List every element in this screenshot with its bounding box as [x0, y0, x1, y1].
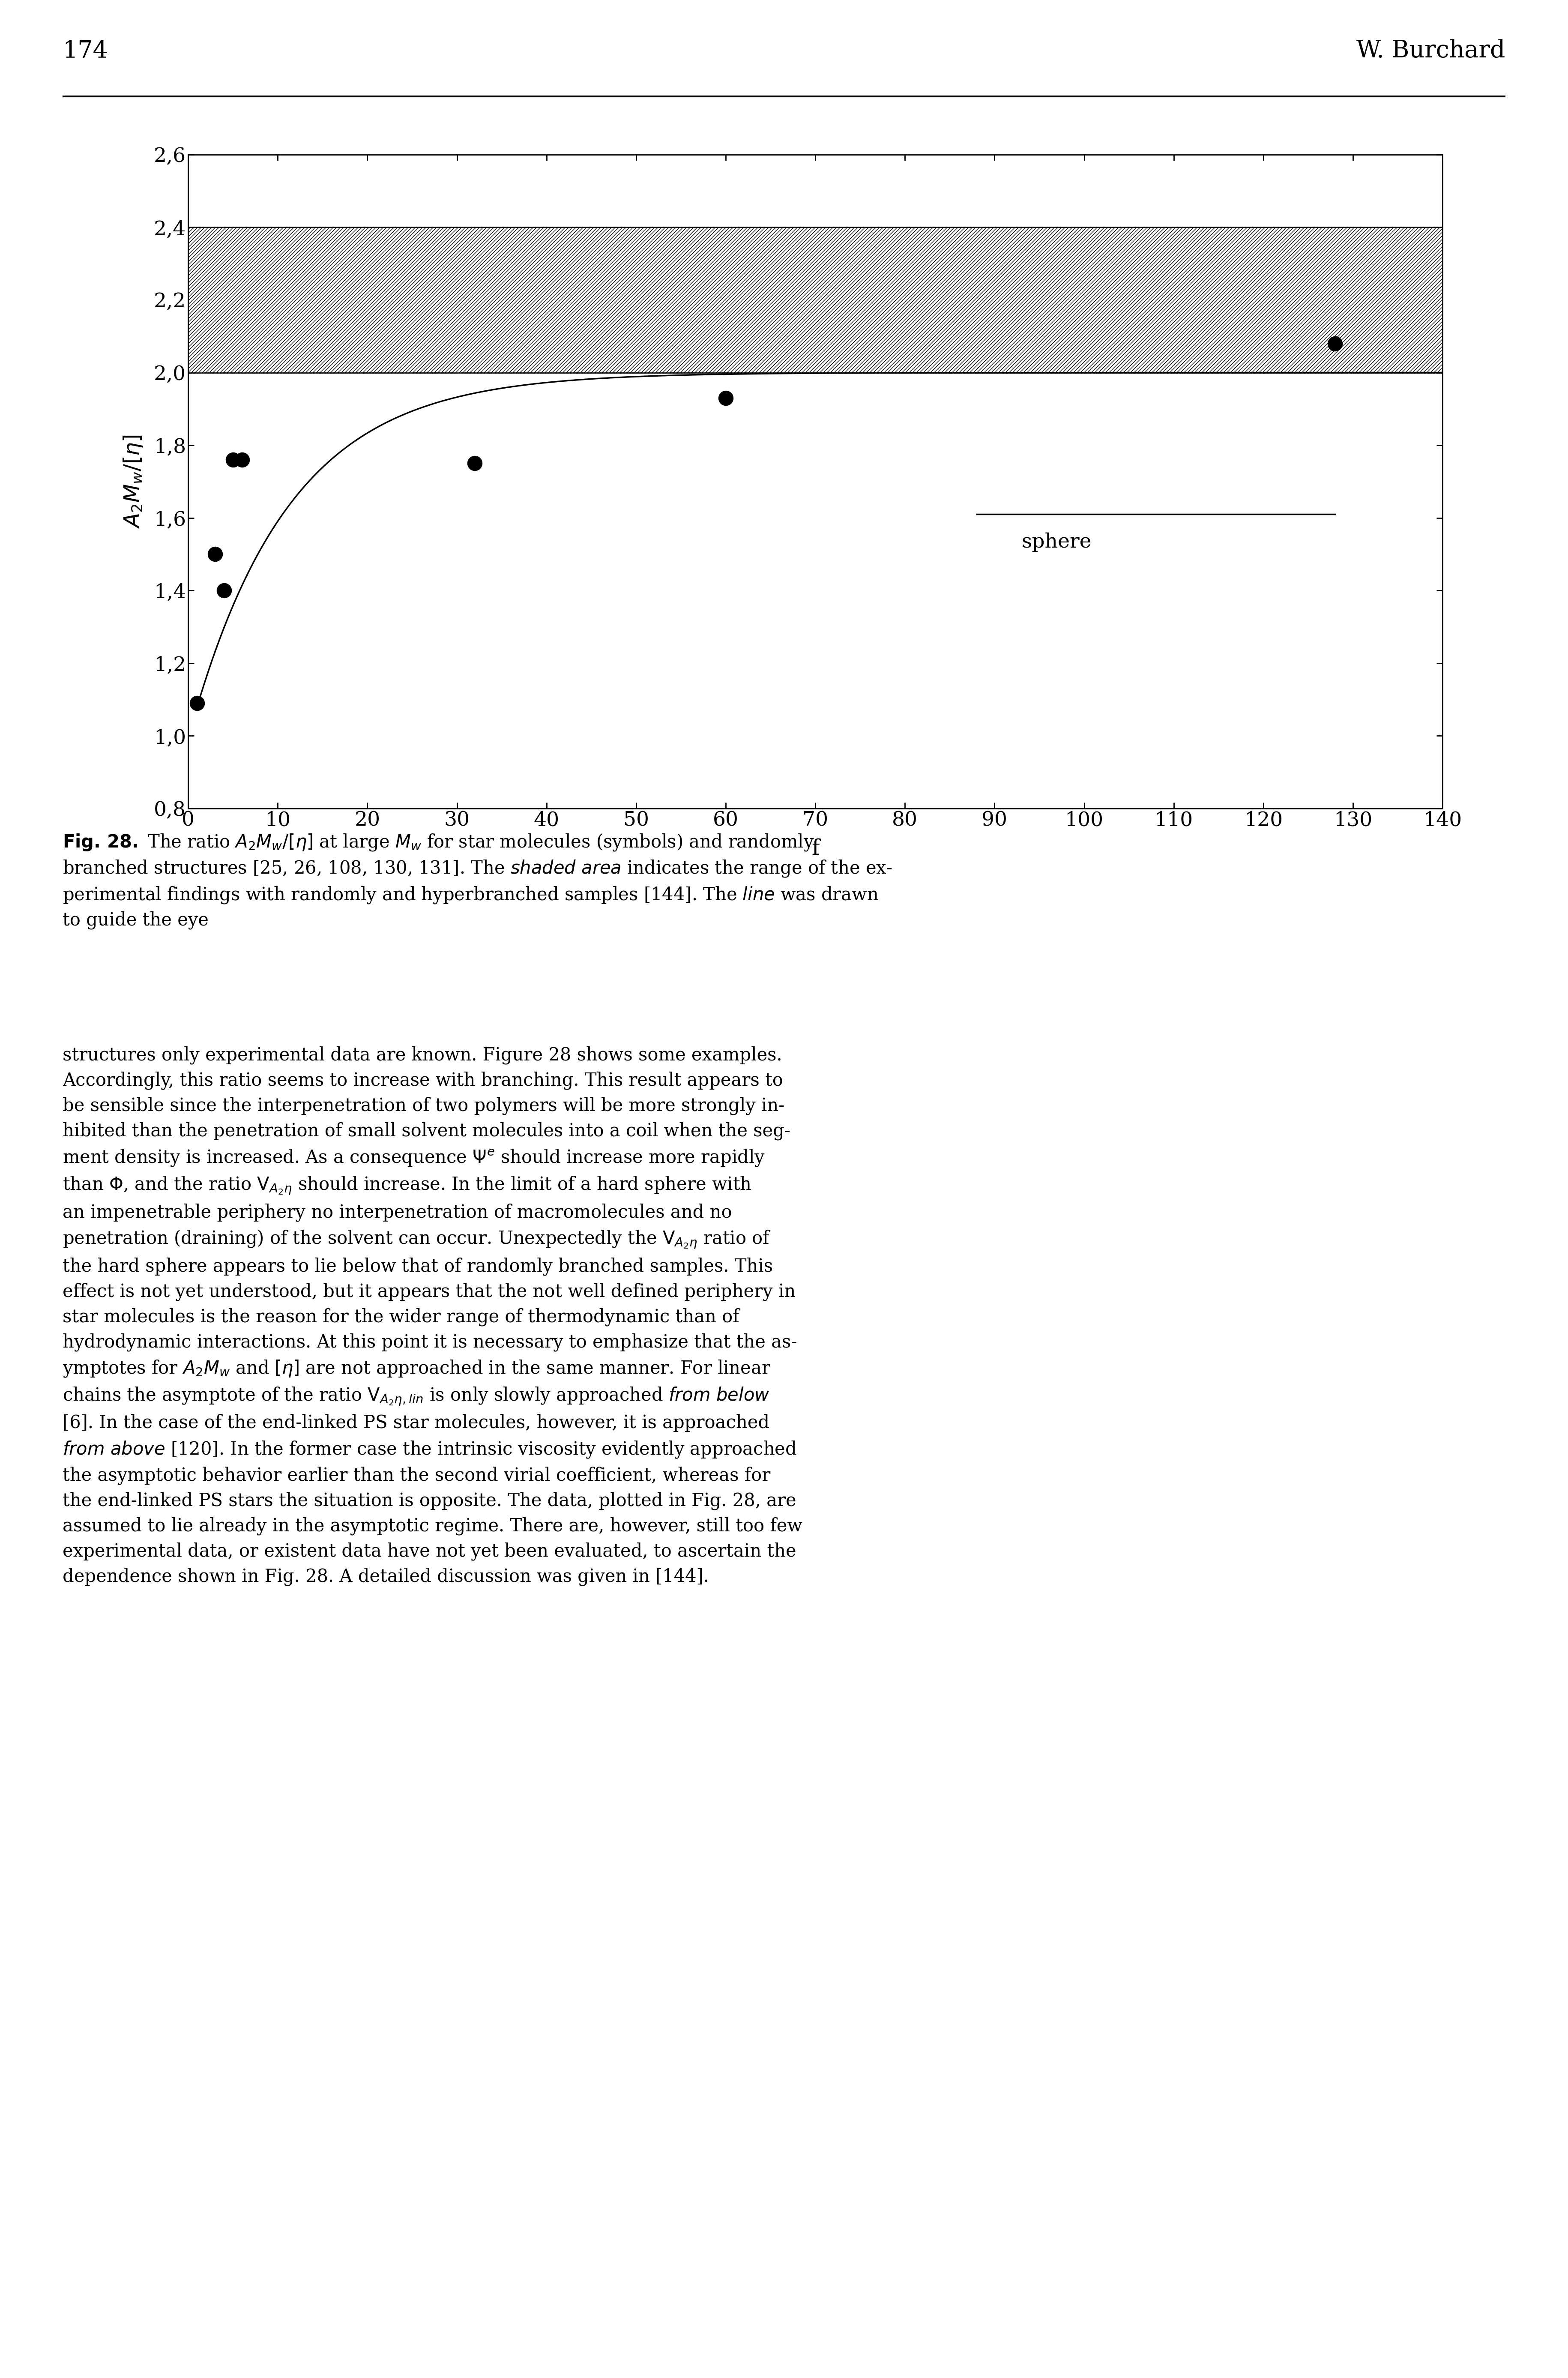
- Point: [713, 378, 739, 416]
- Text: $\mathbf{Fig.\,28.}$ The ratio $A_2M_w/[\eta]$ at large $M_w$ for star molecules: $\mathbf{Fig.\,28.}$ The ratio $A_2M_w/[…: [63, 832, 892, 930]
- Text: structures only experimental data are known. Figure 28 shows some examples.
Acco: structures only experimental data are kn…: [63, 1046, 803, 1586]
- Point: [463, 445, 488, 483]
- Point: [185, 685, 210, 723]
- Text: W. Burchard: W. Burchard: [1356, 38, 1505, 62]
- Point: [229, 440, 254, 478]
- Point: [212, 571, 237, 609]
- Point: [221, 440, 246, 478]
- X-axis label: f: f: [811, 839, 820, 858]
- Point: [1322, 323, 1347, 361]
- Y-axis label: $A_2M_w/[\eta]$: $A_2M_w/[\eta]$: [122, 435, 144, 528]
- Text: sphere: sphere: [1021, 533, 1091, 552]
- Point: [202, 535, 227, 573]
- Text: 174: 174: [63, 38, 108, 62]
